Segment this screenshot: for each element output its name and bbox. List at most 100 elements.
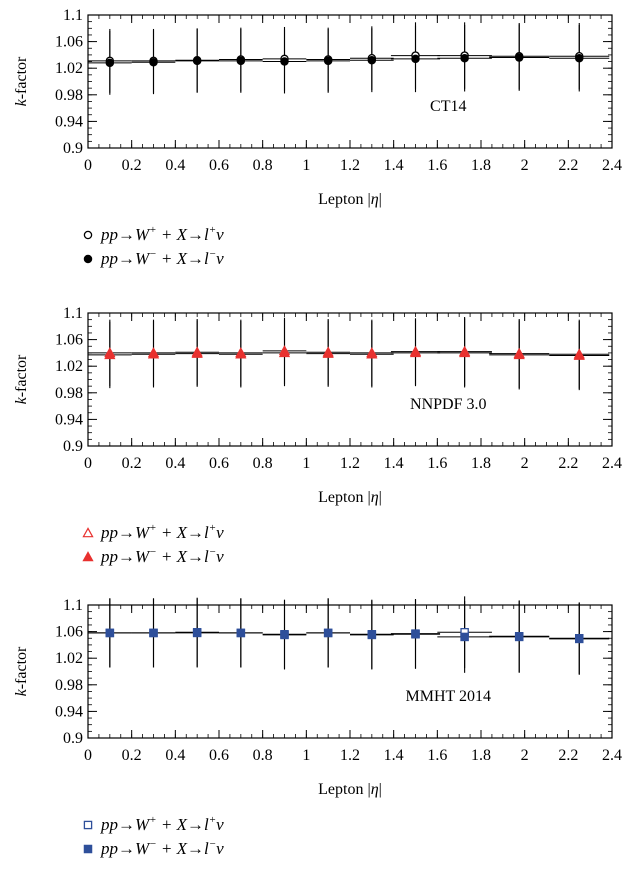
data-point	[573, 349, 585, 360]
x-tick-label: 0.2	[122, 747, 142, 764]
data-point	[235, 348, 247, 359]
data-point	[278, 347, 291, 358]
x-axis-label: Lepton |η|	[318, 489, 382, 506]
y-tick-label: 0.94	[55, 411, 83, 428]
data-point	[459, 347, 471, 358]
x-tick-label: 1	[302, 747, 310, 764]
data-point	[236, 628, 246, 638]
data-point	[280, 57, 289, 66]
legend-label: pp→W+ + X→l+ν	[100, 522, 224, 542]
legend-label: pp→W− + X→l−ν	[100, 248, 224, 268]
x-tick-label: 1.8	[471, 157, 491, 174]
y-tick-label: 0.9	[63, 140, 83, 157]
panel-1: 0 0.2 0.4 0.6 0.8 1 1.2 1.4 1.6 1.8 2 2.2 2.4 0.9 0.94…	[13, 7, 622, 208]
data-point	[105, 628, 115, 638]
x-tick-label: 1.2	[340, 157, 360, 174]
x-tick-label: 1.2	[340, 455, 360, 472]
legend-label: pp→W+ + X→l+ν	[100, 224, 224, 244]
x-tick-label: 2	[521, 747, 529, 764]
y-tick-label: 1.06	[55, 624, 83, 641]
x-tick-label: 1.4	[384, 455, 404, 472]
y-tick-label: 1.1	[63, 305, 83, 322]
legend-3: pp→W+ + X→l+ν pp→W− + X→l−ν	[83, 814, 224, 858]
data-point	[104, 349, 116, 360]
x-tick-label: 0	[84, 157, 92, 174]
x-tick-label: 0.4	[165, 747, 185, 764]
y-tick-label: 1.1	[63, 7, 83, 24]
x-tick-label: 0.6	[209, 455, 229, 472]
plot-frame	[87, 604, 613, 739]
data-point	[191, 347, 203, 358]
y-tick-label: 0.9	[63, 438, 83, 455]
x-tick-label: 1.8	[471, 455, 491, 472]
x-tick-label: 1.6	[427, 455, 447, 472]
data-point	[322, 347, 334, 358]
y-axis-label: k-factor	[13, 646, 30, 696]
x-tick-label: 0.8	[253, 747, 273, 764]
x-tick-label: 1.8	[471, 747, 491, 764]
legend-marker	[83, 820, 93, 830]
legend-label: pp→W− + X→l−ν	[100, 838, 224, 858]
panel-3: 0 0.2 0.4 0.6 0.8 1 1.2 1.4 1.6 1.8 2 2.2 2.4 0.9 0.94…	[13, 596, 622, 798]
data-point	[409, 347, 422, 358]
y-tick-label: 1.1	[63, 597, 83, 614]
legend-marker	[83, 254, 93, 264]
legend-1: pp→W+ + X→l+ν pp→W− + X→l−ν	[83, 224, 224, 268]
pdf-set-label: NNPDF 3.0	[410, 396, 486, 413]
x-tick-label: 0.2	[122, 455, 142, 472]
y-tick-label: 1.02	[55, 650, 83, 667]
data-point	[514, 632, 524, 642]
x-tick-label: 0	[84, 747, 92, 764]
x-tick-label: 2.2	[558, 747, 578, 764]
data-point	[147, 348, 160, 359]
x-tick-label: 2	[521, 157, 529, 174]
legend-label: pp→W+ + X→l+ν	[100, 814, 224, 834]
x-tick-label: 2.4	[602, 455, 622, 472]
x-tick-label: 1	[302, 455, 310, 472]
data-point	[575, 634, 584, 644]
panel-2: 0 0.2 0.4 0.6 0.8 1 1.2 1.4 1.6 1.8 2 2.2 2.4 0.9 0.94…	[13, 305, 622, 506]
x-tick-label: 0.2	[122, 157, 142, 174]
legend-marker	[83, 844, 93, 854]
plot-frame	[87, 312, 613, 447]
pdf-set-label: MMHT 2014	[406, 688, 492, 705]
data-point	[367, 55, 377, 65]
y-tick-label: 0.98	[55, 385, 83, 402]
data-point	[280, 630, 289, 640]
y-axis-label: k-factor	[13, 56, 30, 106]
y-tick-label: 0.9	[63, 730, 83, 747]
x-tick-label: 1.4	[384, 157, 404, 174]
x-axis-label: Lepton |η|	[318, 191, 382, 208]
y-tick-label: 0.98	[55, 677, 83, 694]
series-w-minus	[88, 318, 610, 391]
data-point	[513, 349, 525, 360]
data-point	[367, 630, 377, 640]
y-axis-label: k-factor	[13, 354, 30, 404]
x-tick-label: 2	[521, 455, 529, 472]
x-tick-label: 1.2	[340, 747, 360, 764]
x-axis-label: Lepton |η|	[318, 781, 382, 798]
data-point	[514, 53, 524, 62]
data-point	[149, 57, 158, 67]
x-tick-label: 0.8	[253, 157, 273, 174]
legend-marker	[83, 230, 93, 240]
x-tick-label: 2.4	[602, 157, 622, 174]
data-point	[323, 628, 333, 638]
y-tick-label: 1.06	[55, 34, 83, 51]
data-point	[105, 58, 115, 68]
data-point	[411, 54, 420, 64]
y-tick-label: 1.02	[55, 60, 83, 77]
x-tick-label: 1.6	[427, 747, 447, 764]
plot-frame	[87, 14, 613, 149]
legend-2: pp→W+ + X→l+ν pp→W− + X→l−ν	[82, 522, 224, 566]
legend-label: pp→W− + X→l−ν	[100, 546, 224, 566]
data-point	[411, 630, 420, 639]
legend-marker	[82, 527, 94, 538]
x-tick-label: 2.2	[558, 455, 578, 472]
data-point	[460, 53, 469, 63]
x-tick-label: 2.4	[602, 747, 622, 764]
y-tick-label: 1.06	[55, 332, 83, 349]
y-tick-label: 0.94	[55, 113, 83, 130]
data-point	[366, 348, 378, 359]
